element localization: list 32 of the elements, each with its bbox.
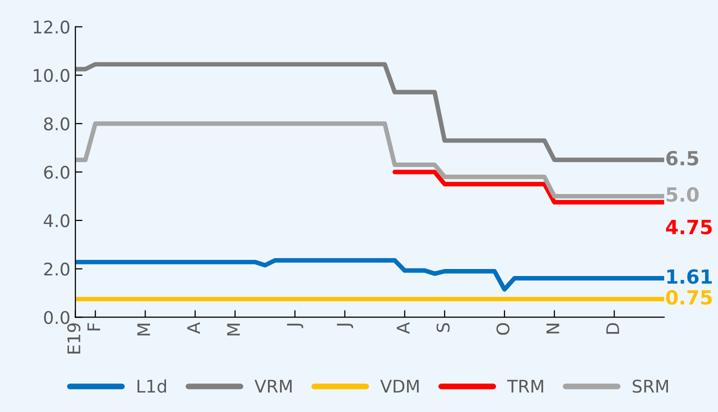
x-tick-label: F [87, 323, 100, 330]
x-tick-label: E19 [67, 323, 80, 354]
line-series [75, 258, 664, 292]
y-tick-label: 10.0 [34, 68, 70, 82]
x-tick-label: A [187, 322, 200, 334]
legend-label: TRM [507, 380, 544, 393]
legend-label: L1d [138, 379, 166, 393]
y-tick-label: 4.0 [44, 214, 70, 228]
x-tick-label: S [436, 323, 450, 332]
y-tick-label: 2.0 [44, 262, 70, 276]
data-label: 4.75 [666, 220, 712, 234]
x-tick-label: M [137, 324, 150, 336]
data-label: 6.5 [666, 150, 698, 166]
legend-label: SRM [632, 380, 668, 393]
x-tick-label: A [396, 322, 410, 334]
legend-label: VRM [254, 380, 292, 393]
y-tick-label: 12.0 [34, 20, 70, 34]
y-tick-label: 0.0 [44, 310, 70, 324]
x-tick-label: D [606, 323, 620, 334]
y-tick-label: 8.0 [44, 117, 70, 130]
y-tick-label: 6.0 [44, 166, 70, 179]
line-series [75, 62, 664, 162]
x-tick-label: O [496, 323, 510, 335]
data-label: 0.75 [666, 290, 712, 305]
data-label: 1.61 [667, 269, 712, 284]
line-series [75, 121, 664, 198]
x-tick-label: J [287, 324, 304, 328]
x-tick-label: M [227, 324, 240, 336]
x-tick-label: J [336, 324, 354, 328]
legend-label: VDM [380, 380, 419, 393]
x-tick-label: N [546, 324, 560, 334]
data-label: 5.0 [666, 187, 699, 202]
